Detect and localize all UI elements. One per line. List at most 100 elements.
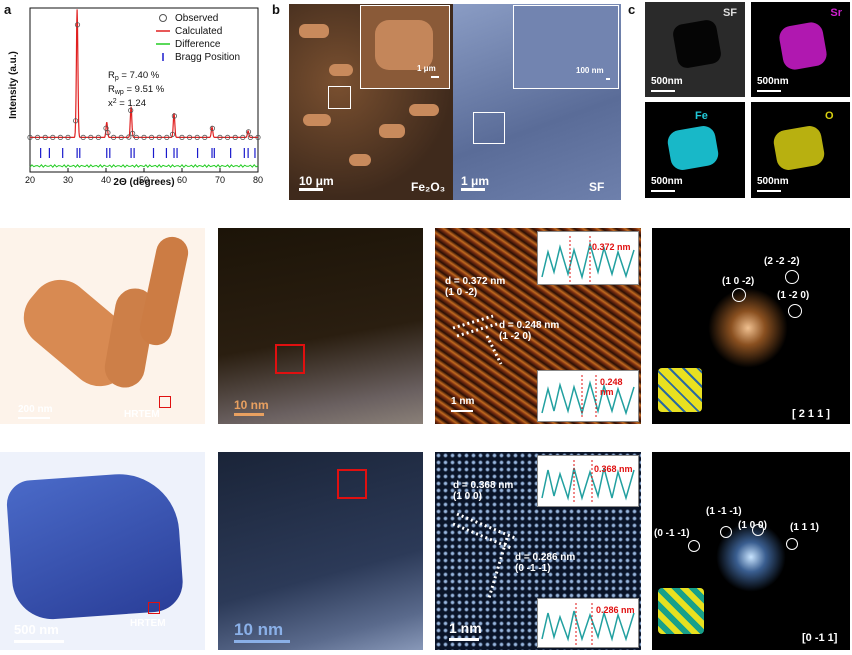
scale-label: 1 nm	[449, 620, 482, 636]
spot-label: (1 0 -2)	[722, 276, 755, 287]
scale-label: 500nm	[651, 176, 683, 187]
observed-point	[126, 134, 132, 140]
line-profile-2: 0.286 nm	[537, 598, 639, 648]
line-profile-1: 0.372 nm	[537, 231, 639, 285]
observed-point	[240, 134, 246, 140]
observed-point	[50, 134, 56, 140]
map-element-label: O	[825, 110, 834, 122]
observed-point	[194, 134, 200, 140]
observed-point	[247, 134, 253, 140]
sample-tag: SF	[589, 180, 605, 194]
line-profile-2: 0.248 nm	[537, 370, 639, 422]
profile-label: 0.368 nm	[594, 464, 633, 474]
observed-point	[169, 131, 176, 137]
plot-frame	[29, 7, 259, 173]
scale-bar	[461, 188, 485, 191]
spot-label: (1 1 1)	[790, 522, 819, 533]
observed-point	[141, 134, 147, 140]
panel-label-c: c	[628, 2, 636, 17]
spot-label: (0 -1 -1)	[654, 528, 690, 539]
observed-point	[105, 130, 111, 136]
eds-map-fe: Fe 500nm	[645, 102, 745, 198]
profile-label: 0.372 nm	[592, 242, 631, 252]
y-axis-label: Intensity (a.u.)	[8, 51, 19, 119]
scale-label: 10 nm	[234, 398, 269, 412]
d-spacing-label-2: d = 0.286 nm (0 -1 -1)	[515, 552, 576, 574]
inset-zoom: 1 μm	[360, 5, 450, 89]
hrtem-region-box	[148, 602, 160, 614]
scale-label: 500nm	[651, 76, 683, 87]
observed-point	[80, 134, 86, 140]
map-element-label: Sr	[830, 7, 842, 19]
observed-point	[34, 134, 41, 140]
scale-bar	[18, 417, 50, 419]
profile-label: 0.286 nm	[596, 605, 635, 615]
spot-label: (1 0 0)	[738, 520, 767, 531]
map-element-label: SF	[722, 7, 737, 19]
inset-scale-bar	[431, 76, 439, 78]
scale-label: 200 nm	[18, 404, 53, 415]
series-calculated	[30, 9, 258, 138]
hrtem-tag: HRTEM	[124, 409, 160, 420]
scale-bar	[14, 640, 64, 643]
d-spacing-label-1: d = 0.368 nm (1 0 0)	[453, 480, 514, 502]
observed-point	[130, 130, 136, 136]
line-profile-1: 0.368 nm	[537, 455, 639, 507]
zoom-region-box	[473, 112, 505, 144]
observed-point	[103, 125, 109, 131]
map-element-label: Fe	[695, 110, 708, 122]
observed-point	[245, 129, 252, 135]
zoom-region-box	[328, 86, 351, 109]
spot-label: (2 -2 -2)	[764, 256, 800, 267]
lattice-guides	[452, 512, 516, 599]
observed-point	[164, 134, 170, 140]
scale-label: 1 nm	[451, 396, 475, 407]
crystal-model-icon	[658, 368, 702, 412]
eds-map-sr: Sr 500nm	[751, 2, 850, 97]
scale-label: 1 μm	[461, 174, 490, 188]
tem-fe2o3-image: HRTEM 200 nm	[0, 228, 205, 424]
scale-bar	[234, 413, 264, 416]
inset-zoom: 100 nm	[513, 5, 619, 89]
eds-map-sf: SF 500nm	[645, 2, 745, 97]
panel-label-b: b	[272, 2, 280, 17]
scale-label: 10 μm	[299, 174, 334, 188]
stat-rp: Rp = 7.40 %	[108, 70, 160, 82]
inset-scale-label: 1 μm	[417, 64, 436, 73]
stat-chi2: x2 = 1.24	[108, 98, 146, 109]
scale-bar	[651, 190, 675, 192]
observed-point	[73, 118, 79, 124]
tem-sf-image: HRTEM 500 nm	[0, 452, 205, 650]
profile-label: 0.248 nm	[600, 377, 623, 397]
hrtem-region-box	[337, 469, 367, 499]
x-tick-label: 20	[25, 175, 35, 185]
observed-point	[149, 134, 155, 140]
legend-marker-observed	[159, 14, 167, 22]
spot-label: (1 -1 -1)	[706, 506, 742, 517]
panel-label-a: a	[4, 2, 12, 17]
observed-point	[187, 134, 193, 140]
scale-bar	[299, 188, 323, 191]
zone-axis-label: [0 -1 1]	[802, 632, 838, 644]
x-tick-label: 70	[215, 175, 225, 185]
legend-observed: Observed	[175, 13, 218, 24]
spot-label: (1 -2 0)	[777, 290, 810, 301]
hrtem-overview-image: 10 nm	[218, 452, 423, 650]
observed-point	[57, 134, 64, 140]
scale-bar	[651, 90, 675, 92]
series-difference	[29, 164, 259, 168]
observed-point	[255, 134, 261, 140]
scale-label: 10 nm	[234, 620, 284, 639]
x-tick-label: 80	[253, 175, 263, 185]
sem-fe2o3-image: 1 μm 10 μm Fe₂O₃	[289, 4, 453, 200]
d-spacing-label-1: d = 0.372 nm (1 0 -2)	[445, 276, 506, 298]
lattice-guides	[452, 314, 503, 365]
chart-legend: Observed Calculated Difference Bragg Pos…	[156, 13, 240, 63]
scale-bar	[234, 640, 290, 643]
observed-point	[128, 107, 134, 114]
x-axis-label: 2Θ (degrees)	[113, 177, 174, 188]
observed-point	[202, 134, 208, 140]
observed-point	[179, 134, 185, 140]
legend-difference: Difference	[175, 39, 221, 50]
sem-sf-image: 100 nm 1 μm SF	[453, 4, 621, 200]
